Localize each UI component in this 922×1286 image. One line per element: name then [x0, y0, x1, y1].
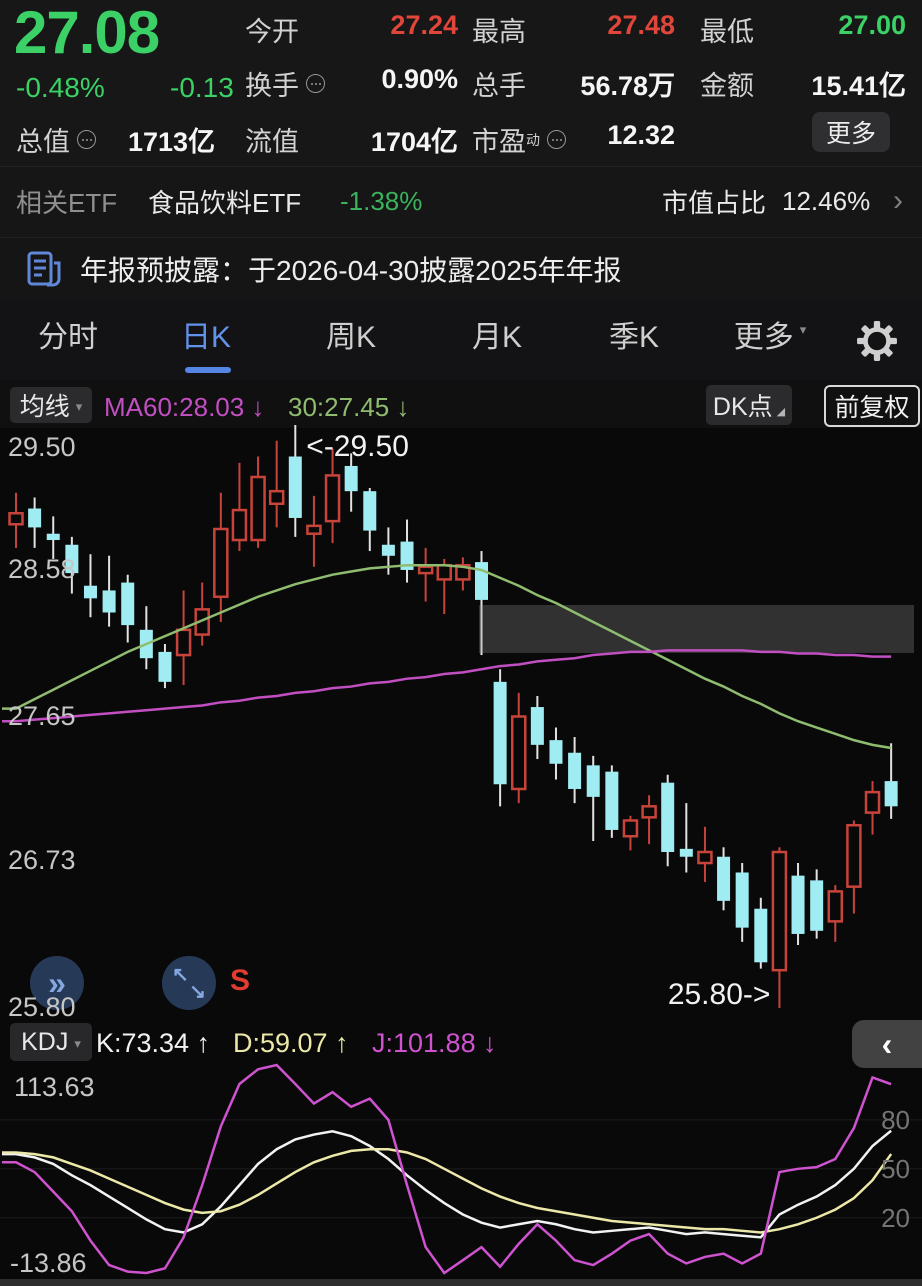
kdj-right-label: 20: [881, 1202, 910, 1233]
kdj-d-legend: D:59.07 ↑: [233, 1028, 349, 1058]
stat-label-text: 换手: [245, 71, 299, 101]
annual-report-notice[interactable]: 年报预披露：于2026-04-30披露2025年年报: [80, 255, 622, 286]
svg-text:<-29.50: <-29.50: [306, 430, 409, 463]
bottom-scroll-strip[interactable]: [0, 1279, 922, 1286]
collapse-panel-button[interactable]: ‹: [852, 1020, 922, 1068]
total-cap-text: 总值: [16, 127, 70, 157]
stat-label-text: 最高: [472, 17, 526, 47]
ma-settings-button[interactable]: 均线 ▾: [10, 387, 92, 423]
etf-share-value: 12.46%: [782, 185, 871, 216]
dk-point-button[interactable]: DK点 ◢: [706, 385, 792, 425]
arrow-down-right-icon: ↘: [189, 981, 206, 1003]
stat-label-总手: 总手: [472, 64, 526, 103]
stat-label-text: 市盈: [472, 127, 526, 157]
news-row[interactable]: [0, 237, 922, 301]
kdj-j-legend: J:101.88 ↓: [372, 1028, 497, 1058]
tab-bar: [0, 300, 922, 380]
stat-label-流值: 流值: [245, 120, 299, 159]
ma30-legend: 30:27.45 ↓: [288, 392, 410, 422]
kdj-chart[interactable]: [0, 1060, 922, 1286]
stat-label-text: 今开: [245, 17, 299, 47]
tab-日K[interactable]: 日K: [180, 321, 232, 354]
kdj-right-label: 50: [881, 1153, 910, 1184]
stat-value-市盈: 12.32: [607, 120, 675, 150]
kdj-k-legend: K:73.34 ↑: [96, 1028, 211, 1058]
etf-row[interactable]: [0, 166, 922, 237]
stat-value-最高: 27.48: [607, 10, 675, 40]
corner-arrow-icon: ◢: [776, 405, 786, 418]
total-cap-label[interactable]: 总值: [16, 120, 96, 159]
dk-label: DK点: [712, 393, 773, 421]
stat-label-text: 流值: [245, 127, 299, 157]
total-cap-value: 1713亿: [128, 127, 216, 157]
fast-forward-button[interactable]: »: [30, 956, 84, 1010]
stat-value-最低: 27.00: [838, 10, 906, 40]
stat-label-市盈: 市盈动: [472, 120, 566, 159]
sell-signal-marker: S: [230, 964, 251, 997]
price-axis-label: 29.50: [8, 432, 76, 462]
stat-value-今开: 27.24: [390, 10, 458, 40]
kdj-button-label: KDJ: [21, 1027, 69, 1056]
etf-share-label: 市值占比: [662, 187, 767, 218]
etf-prefix: 相关ETF: [16, 187, 118, 218]
price-axis-label: 28.58: [8, 553, 76, 584]
fullscreen-button[interactable]: ↖ ↘: [162, 956, 216, 1010]
chevron-down-icon: ▾: [799, 322, 807, 337]
info-icon[interactable]: [306, 74, 325, 93]
forward-adjust-button[interactable]: 前复权: [824, 385, 920, 427]
svg-text:25.80->: 25.80->: [668, 978, 771, 1011]
chevron-right-icon[interactable]: ›: [893, 184, 903, 217]
gear-icon[interactable]: [856, 320, 898, 362]
ma60-legend: MA60:28.03 ↓: [104, 392, 265, 422]
etf-name[interactable]: 食品饮料ETF: [148, 187, 302, 218]
more-stats-button[interactable]: 更多: [812, 112, 890, 152]
chevron-down-icon: ▾: [74, 1036, 81, 1051]
tab-周K[interactable]: 周K: [325, 321, 377, 354]
stat-label-text: 总手: [472, 71, 526, 101]
active-tab-underline: [185, 367, 231, 373]
double-chevron-icon: »: [48, 964, 66, 1001]
tab-more[interactable]: 更多 ▾: [734, 312, 807, 368]
candle-chart-panel[interactable]: [0, 428, 922, 1018]
stat-value-总手: 56.78万: [580, 71, 675, 101]
kdj-min-label: -13.86: [10, 1248, 87, 1278]
chevron-down-icon: ▾: [75, 399, 83, 414]
stat-label-金额: 金额: [700, 64, 754, 103]
kdj-chart-panel[interactable]: [0, 1068, 922, 1279]
change-absolute: -0.13: [170, 72, 234, 103]
price-axis-label: 27.65: [8, 700, 76, 731]
ma-button-label: 均线: [19, 393, 70, 421]
indicator-select-button[interactable]: KDJ ▾: [10, 1023, 92, 1061]
price-axis-label: 25.80: [8, 992, 76, 1022]
etf-change: -1.38%: [340, 185, 423, 216]
stat-label-text: 金额: [700, 71, 754, 101]
kdj-right-label: 80: [881, 1104, 910, 1135]
info-icon[interactable]: [77, 130, 96, 149]
stat-value-换手: 0.90%: [381, 64, 458, 94]
tab-季K[interactable]: 季K: [608, 321, 660, 354]
stat-label-最低: 最低: [700, 10, 754, 49]
tab-分时[interactable]: 分时: [38, 321, 98, 354]
stat-value-金额: 15.41亿: [811, 71, 906, 101]
candlestick-chart[interactable]: <-29.50 25.80->: [0, 420, 922, 1032]
arrow-up-left-icon: ↖: [172, 964, 189, 986]
last-price: 27.08: [14, 0, 160, 66]
change-percent: -0.48%: [16, 72, 105, 103]
tab-more-label: 更多: [733, 321, 794, 354]
tab-月K[interactable]: 月K: [471, 321, 523, 354]
report-doc-icon: [27, 251, 61, 287]
stat-value-流值: 1704亿: [370, 127, 458, 157]
header-section: [0, 0, 922, 166]
kdj-max-label: 113.63: [14, 1072, 95, 1102]
info-icon[interactable]: [547, 130, 566, 149]
price-axis-label: 26.73: [8, 845, 76, 876]
stat-sup: 动: [526, 131, 540, 148]
stat-label-最高: 最高: [472, 10, 526, 49]
stat-label-今开: 今开: [245, 10, 299, 49]
stat-label-换手: 换手: [245, 64, 325, 103]
kdj-toolbar: [0, 1018, 922, 1068]
stat-label-text: 最低: [700, 17, 754, 47]
